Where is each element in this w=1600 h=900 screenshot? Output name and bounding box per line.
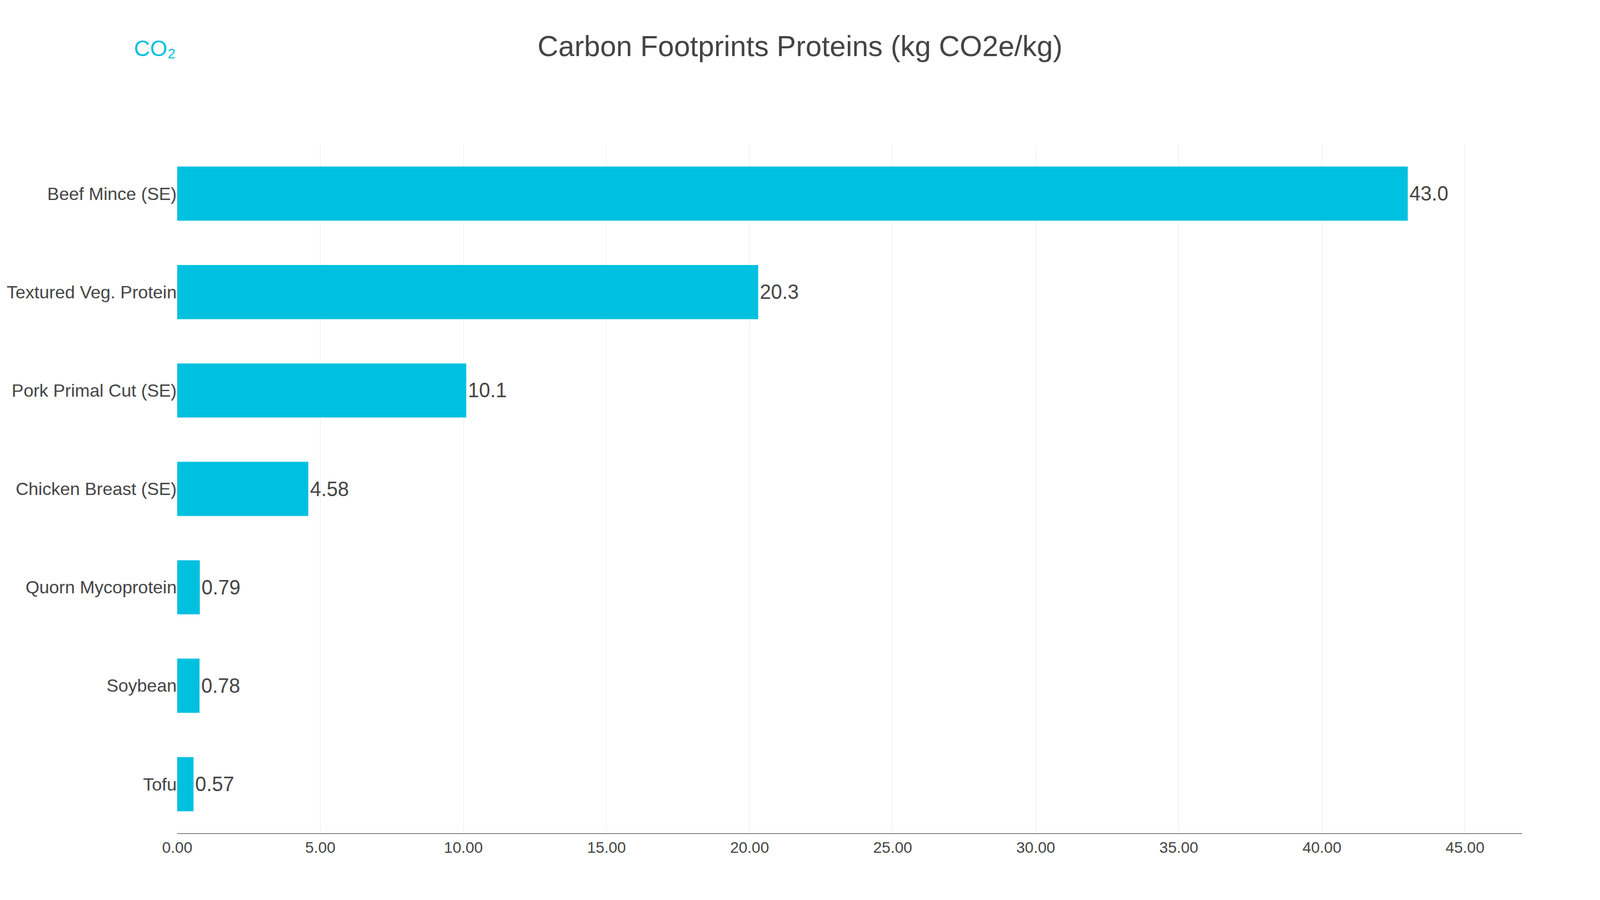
svg-text:Soybean: Soybean bbox=[106, 675, 177, 696]
svg-text:4.58: 4.58 bbox=[310, 477, 349, 501]
svg-text:Textured Veg. Protein: Textured Veg. Protein bbox=[6, 282, 177, 303]
svg-text:20.3: 20.3 bbox=[760, 280, 799, 304]
svg-text:25.00: 25.00 bbox=[873, 838, 913, 857]
svg-text:10.1: 10.1 bbox=[467, 378, 507, 402]
svg-text:0.57: 0.57 bbox=[195, 772, 234, 796]
svg-text:Chicken Breast (SE): Chicken Breast (SE) bbox=[15, 478, 177, 499]
svg-text:40.00: 40.00 bbox=[1302, 838, 1342, 857]
svg-text:Tofu: Tofu bbox=[143, 774, 177, 795]
svg-text:5.00: 5.00 bbox=[305, 838, 336, 857]
svg-text:30.00: 30.00 bbox=[1016, 838, 1055, 857]
svg-text:Carbon Footprints Proteins (kg: Carbon Footprints Proteins (kg CO2e/kg) bbox=[537, 30, 1063, 63]
svg-text:45.00: 45.00 bbox=[1445, 838, 1485, 857]
svg-text:0.79: 0.79 bbox=[201, 576, 241, 599]
svg-text:20.00: 20.00 bbox=[730, 838, 769, 857]
svg-text:0.78: 0.78 bbox=[201, 674, 240, 698]
svg-text:Quorn Mycoprotein: Quorn Mycoprotein bbox=[25, 577, 177, 598]
svg-text:0.00: 0.00 bbox=[162, 838, 193, 857]
svg-text:15.00: 15.00 bbox=[587, 838, 627, 857]
svg-text:10.00: 10.00 bbox=[443, 838, 483, 857]
svg-text:43.0: 43.0 bbox=[1409, 182, 1449, 205]
svg-text:Pork Primal Cut (SE): Pork Primal Cut (SE) bbox=[11, 380, 177, 401]
svg-text:35.00: 35.00 bbox=[1159, 838, 1199, 857]
svg-text:Beef Mince (SE): Beef Mince (SE) bbox=[47, 183, 177, 204]
svg-text:CO₂: CO₂ bbox=[133, 36, 177, 61]
